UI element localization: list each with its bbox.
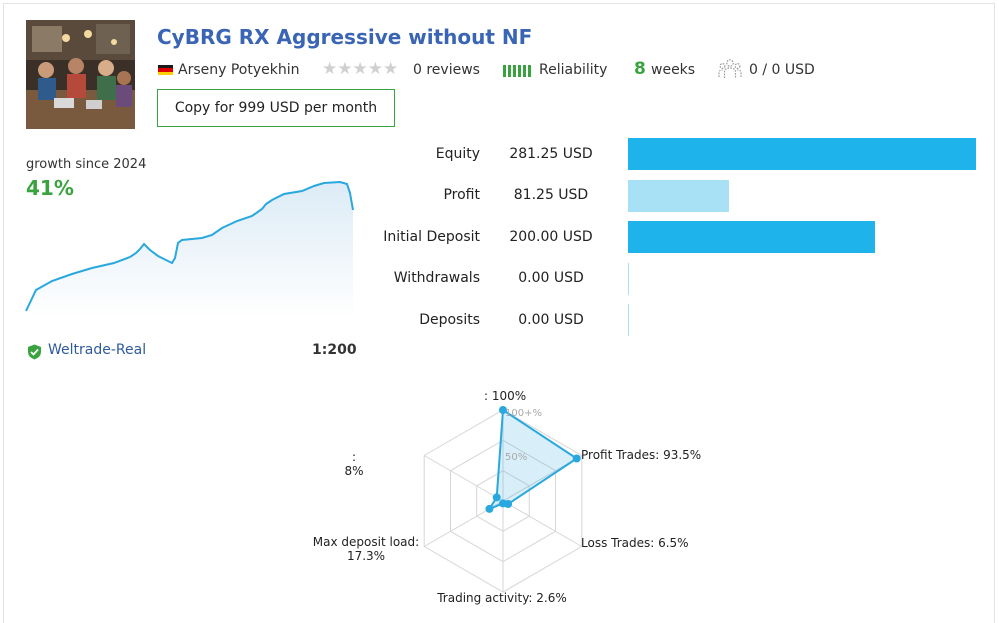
stat-value-profit: 81.25 USD — [513, 187, 589, 203]
verified-shield-icon — [27, 344, 42, 364]
growth-value: 41% — [26, 176, 74, 200]
radar-label-trading-activity: Trading activity: 2.6% — [437, 591, 567, 605]
radar-label-left: : 8% — [344, 450, 364, 478]
radar-label-top: : 100% — [484, 389, 527, 403]
stat-bar-withdrawals — [628, 263, 629, 295]
stat-value-withdrawals: 0.00 USD — [518, 270, 584, 286]
stat-label-initial-deposit: Initial Deposit — [383, 229, 480, 245]
broker-link[interactable]: Weltrade-Real — [48, 342, 147, 358]
stat-label-deposits: Deposits — [419, 312, 480, 328]
growth-line — [25, 180, 354, 312]
grid-label-50: 50% — [505, 452, 527, 463]
stat-bar-equity — [628, 138, 976, 170]
weeks-label: weeks — [651, 62, 696, 78]
stat-bar-deposits — [628, 304, 629, 336]
reliability-bars-icon — [503, 65, 533, 77]
growth-chart — [25, 180, 354, 318]
growth-label: growth since 2024 — [26, 157, 147, 172]
author-link[interactable]: Arseny Potyekhin — [178, 62, 300, 78]
weeks-value: 8 — [634, 59, 646, 79]
germany-flag-icon — [158, 65, 173, 75]
radar-point-3 — [499, 499, 507, 508]
radar-label-profit-trades: Profit Trades: 93.5% — [581, 448, 702, 462]
radar-label-loss-trades: Loss Trades: 6.5% — [581, 536, 689, 550]
rating-stars-icon: ★★★★★ — [322, 59, 399, 79]
stat-value-initial-deposit: 200.00 USD — [509, 229, 593, 245]
growth-area — [26, 182, 353, 318]
radar-grid-spoke — [502, 500, 583, 547]
copy-subscribe-button[interactable]: Copy for 999 USD per month — [157, 89, 395, 127]
radar-point-0 — [499, 406, 507, 414]
reliability-label: Reliability — [539, 62, 608, 78]
grid-label-100: 100+% — [505, 408, 542, 419]
radar-label-max-deposit-load: Max deposit load: 17.3% — [312, 535, 420, 563]
signal-card — [3, 3, 995, 623]
radar-series-area — [486, 408, 579, 511]
radar-point-4 — [485, 504, 494, 513]
avatar[interactable] — [26, 20, 135, 129]
stat-label-profit: Profit — [443, 187, 480, 203]
leverage-value: 1:200 — [312, 342, 357, 358]
signal-title[interactable]: CyBRG RX Aggressive without NF — [157, 25, 533, 49]
stat-value-deposits: 0.00 USD — [518, 312, 584, 328]
reviews-link[interactable]: 0 reviews — [413, 62, 480, 78]
radar-point-5 — [492, 493, 501, 502]
stat-label-equity: Equity — [435, 146, 480, 162]
stat-value-equity: 281.25 USD — [509, 146, 593, 162]
subscribers-value: 0 / 0 USD — [749, 62, 815, 78]
subscribers-icon — [718, 58, 742, 84]
stat-bar-initial-deposit — [628, 221, 875, 253]
stat-label-withdrawals: Withdrawals — [393, 270, 480, 286]
radar-point-1 — [572, 454, 581, 463]
stat-bar-profit — [628, 180, 729, 212]
radar-grid-spoke — [423, 455, 504, 502]
